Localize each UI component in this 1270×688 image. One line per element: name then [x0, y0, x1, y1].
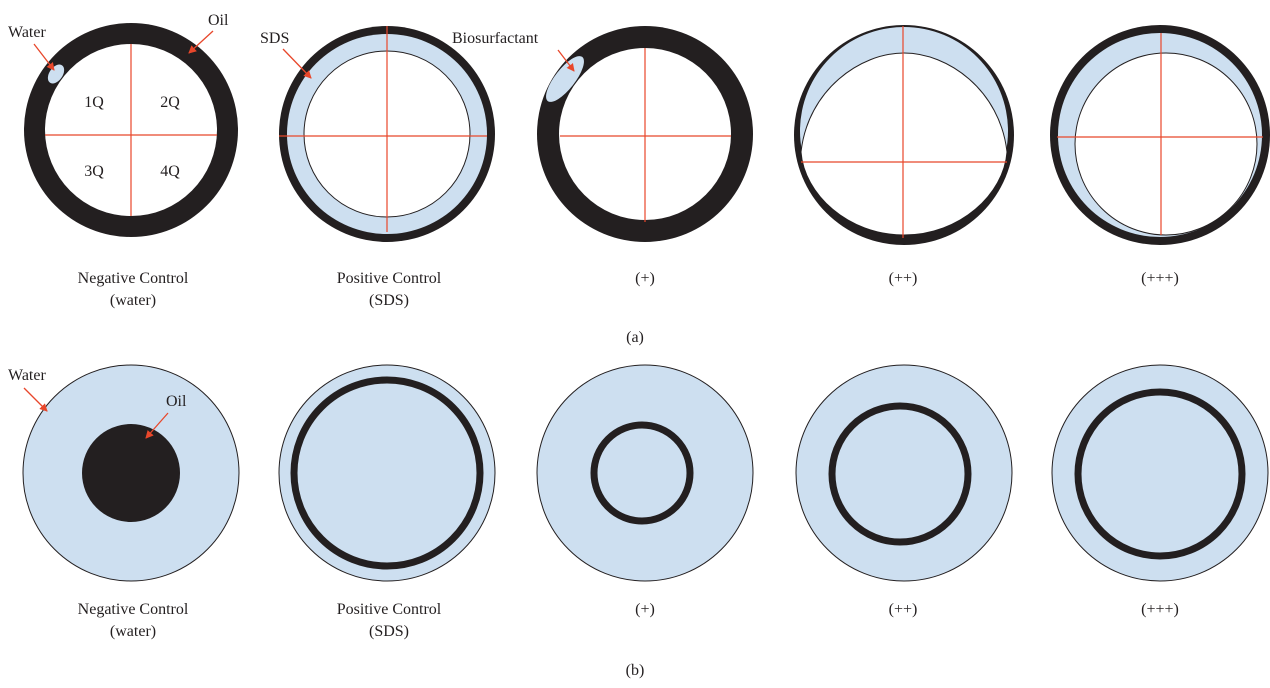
panel-a-negative-control-dish: 1Q 2Q 3Q 4Q Water Oil [8, 12, 238, 237]
panel-b-caption: (b) [626, 662, 645, 679]
panel-b-label-plus: (+) [635, 601, 655, 618]
water-surface [1051, 364, 1269, 582]
clear-zone-ring [290, 376, 484, 570]
quadrant-2q-label: 2Q [160, 94, 180, 111]
panel-a-plus-plus-dish [794, 25, 1014, 245]
panel-b-label-plus-plus: (++) [889, 601, 918, 618]
water-surface [278, 364, 496, 582]
clear-zone-ring [1074, 388, 1246, 560]
clear-zone-ring [590, 421, 694, 525]
panel-b-label-positive-control: Positive Control [337, 601, 442, 618]
panel-b: Water Oil Negative Control (water) Po [8, 364, 1269, 679]
sds-annotation: SDS [260, 30, 289, 47]
quadrant-4q-label: 4Q [160, 163, 180, 180]
dish-interior [1074, 52, 1258, 236]
panel-a-plus-plus-plus-dish [1050, 25, 1270, 245]
panel-a-positive-control-dish: SDS Biosurfactant [260, 26, 539, 242]
panel-a-label-negative-control-sub: (water) [110, 292, 156, 309]
panel-a-label-plus-plus: (++) [889, 270, 918, 287]
panel-a-caption: (a) [626, 329, 644, 346]
panel-b-plus-plus-dish [795, 364, 1013, 582]
panel-a-plus-dish [537, 26, 753, 242]
oil-annotation: Oil [166, 393, 187, 410]
panel-b-positive-control-dish [278, 364, 496, 582]
panel-b-label-positive-control-sub: (SDS) [369, 623, 409, 640]
water-surface [536, 364, 754, 582]
water-annotation: Water [8, 367, 46, 384]
panel-b-negative-control-dish: Water Oil [8, 364, 240, 582]
water-arrow [33, 43, 55, 71]
dish-interior [800, 52, 1008, 236]
water-arrow [23, 387, 48, 412]
panel-a-label-negative-control: Negative Control [78, 270, 189, 287]
panel-a: 1Q 2Q 3Q 4Q Water Oil SDS Biosurfactant [8, 12, 1270, 346]
panel-a-label-positive-control-sub: (SDS) [369, 292, 409, 309]
panel-b-label-negative-control-sub: (water) [110, 623, 156, 640]
oil-arrow [188, 30, 214, 54]
panel-b-plus-dish [536, 364, 754, 582]
oil-arrow [145, 412, 169, 439]
panel-b-plus-plus-plus-dish [1051, 364, 1269, 582]
panel-a-label-positive-control: Positive Control [337, 270, 442, 287]
biosurfactant-annotation: Biosurfactant [452, 30, 539, 47]
oil-drop [82, 424, 180, 522]
panel-a-label-plus-plus-plus: (+++) [1141, 270, 1179, 287]
quadrant-3q-label: 3Q [84, 163, 104, 180]
clear-zone-ring [828, 402, 972, 546]
oil-annotation: Oil [208, 12, 229, 29]
panel-b-label-plus-plus-plus: (+++) [1141, 601, 1179, 618]
panel-b-label-negative-control: Negative Control [78, 601, 189, 618]
panel-a-label-plus: (+) [635, 270, 655, 287]
water-annotation: Water [8, 24, 46, 41]
quadrant-1q-label: 1Q [84, 94, 104, 111]
water-surface [795, 364, 1013, 582]
sds-arrow [282, 48, 312, 79]
biosurfactant-arrow [557, 49, 575, 72]
